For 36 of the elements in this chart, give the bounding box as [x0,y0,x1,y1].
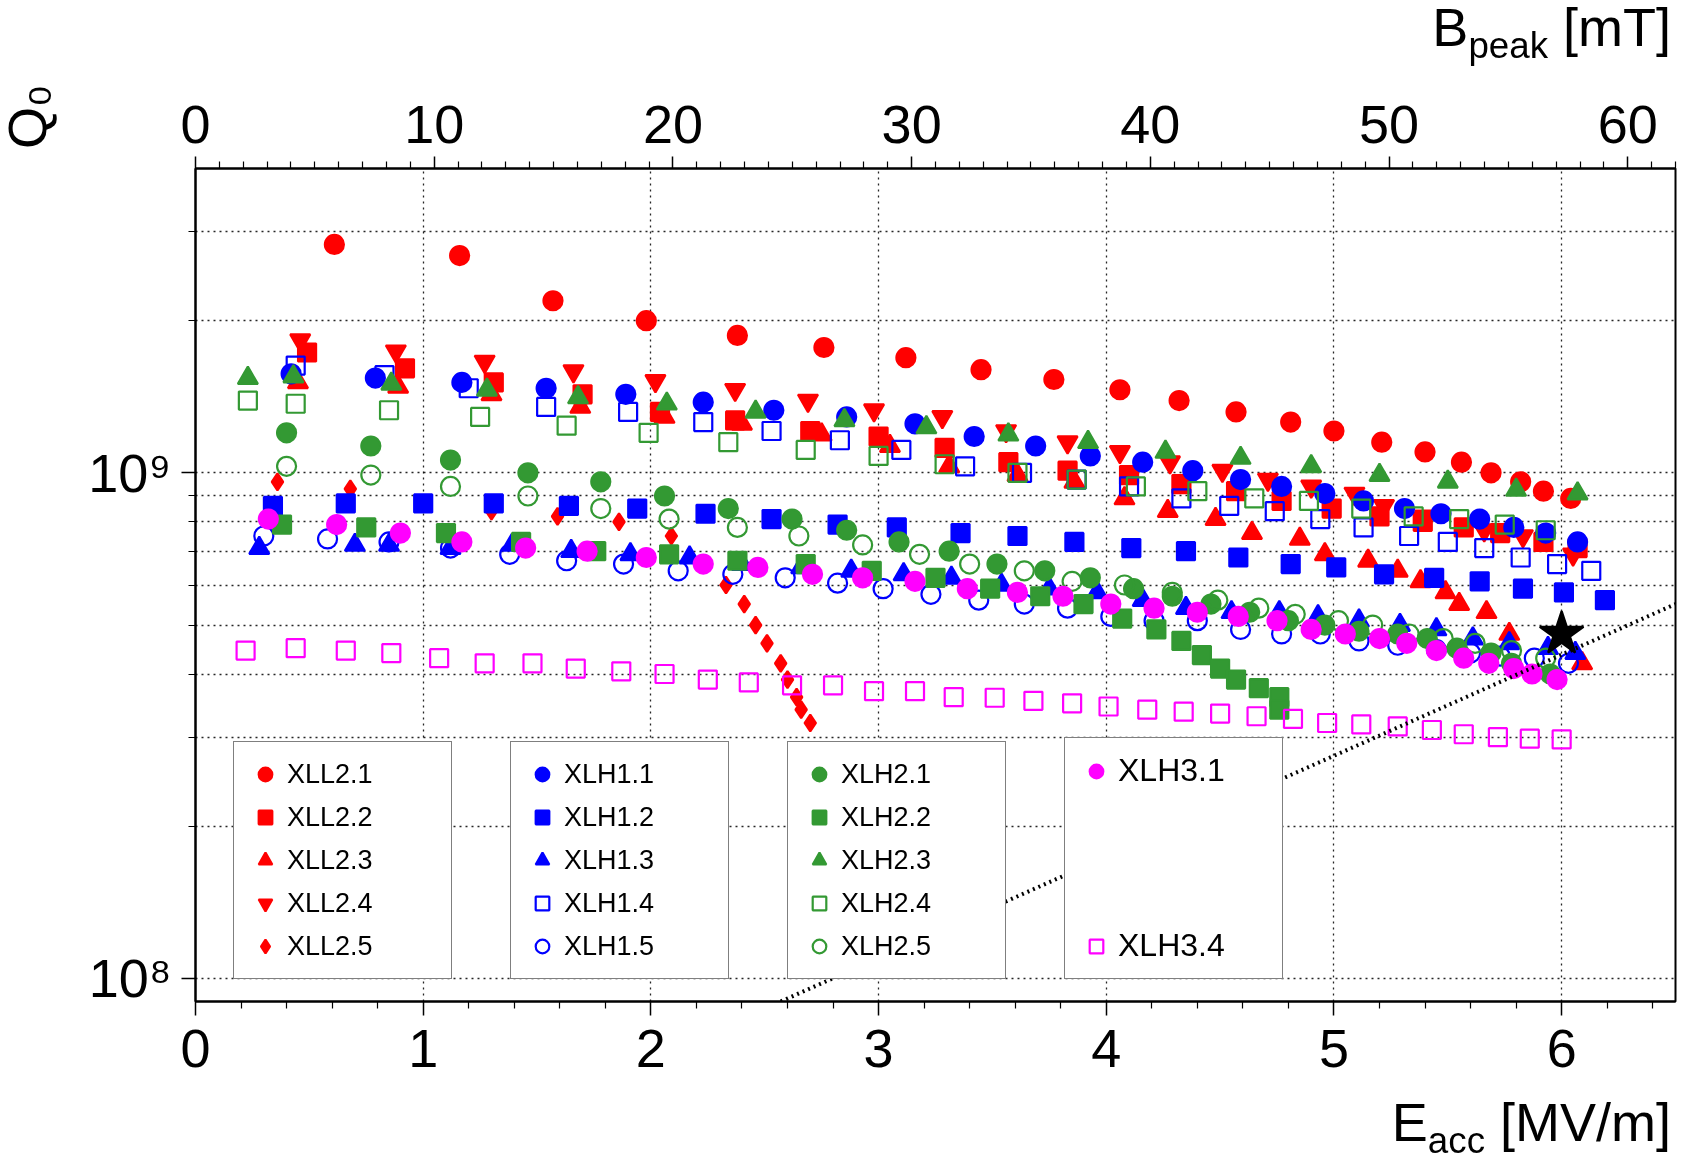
y-axis-title: Q₀ [0,85,58,152]
x-tick-label: 5 [1318,1017,1349,1078]
y-tick-label: 10⁹ [88,442,172,503]
legend-label: XLH1.3 [564,843,656,877]
x2-tick-label: 50 [1359,93,1420,154]
x-tick-label: 0 [180,1017,211,1078]
x2-axis-title: B$_{peak}$ [mT] [1431,0,1671,66]
x2-tick-label: 40 [1120,93,1181,154]
x2-tick-label: 0 [180,93,211,154]
x-tick-label: 3 [863,1017,894,1078]
legend-label: XLH2.3 [841,843,933,877]
y-tick-label: 10⁸ [88,948,172,1009]
legend-label: XLH2.1 [841,757,933,791]
legend-label: XLH2.2 [841,800,933,834]
legend-label: XLH1.5 [564,929,656,963]
legend-label: XLL2.3 [287,843,374,877]
x-axis-title: E$_{acc}$ [MV/m] [1390,1092,1671,1161]
x-tick-label: 1 [408,1017,439,1078]
legend-label: XLL2.5 [287,929,374,963]
legend-label: XLH3.1 [1118,752,1226,789]
x-tick-label: 4 [1091,1017,1122,1078]
legend-label: XLH1.2 [564,800,656,834]
legend-label: XLH1.1 [564,757,656,791]
legend-label: XLL2.1 [287,757,374,791]
x2-tick-label: 10 [404,93,465,154]
legend-label: XLH1.4 [564,886,656,920]
x2-tick-label: 30 [881,93,942,154]
x-tick-label: 6 [1546,1017,1577,1078]
legend-label: XLL2.2 [287,800,374,834]
legend-label: XLH2.4 [841,886,933,920]
x2-tick-label: 20 [642,93,703,154]
x2-tick-label: 60 [1597,93,1658,154]
legend-label: XLH3.4 [1118,927,1226,964]
legend-label: XLL2.4 [287,886,374,920]
legend-label: XLH2.5 [841,929,933,963]
x-tick-label: 2 [635,1017,666,1078]
